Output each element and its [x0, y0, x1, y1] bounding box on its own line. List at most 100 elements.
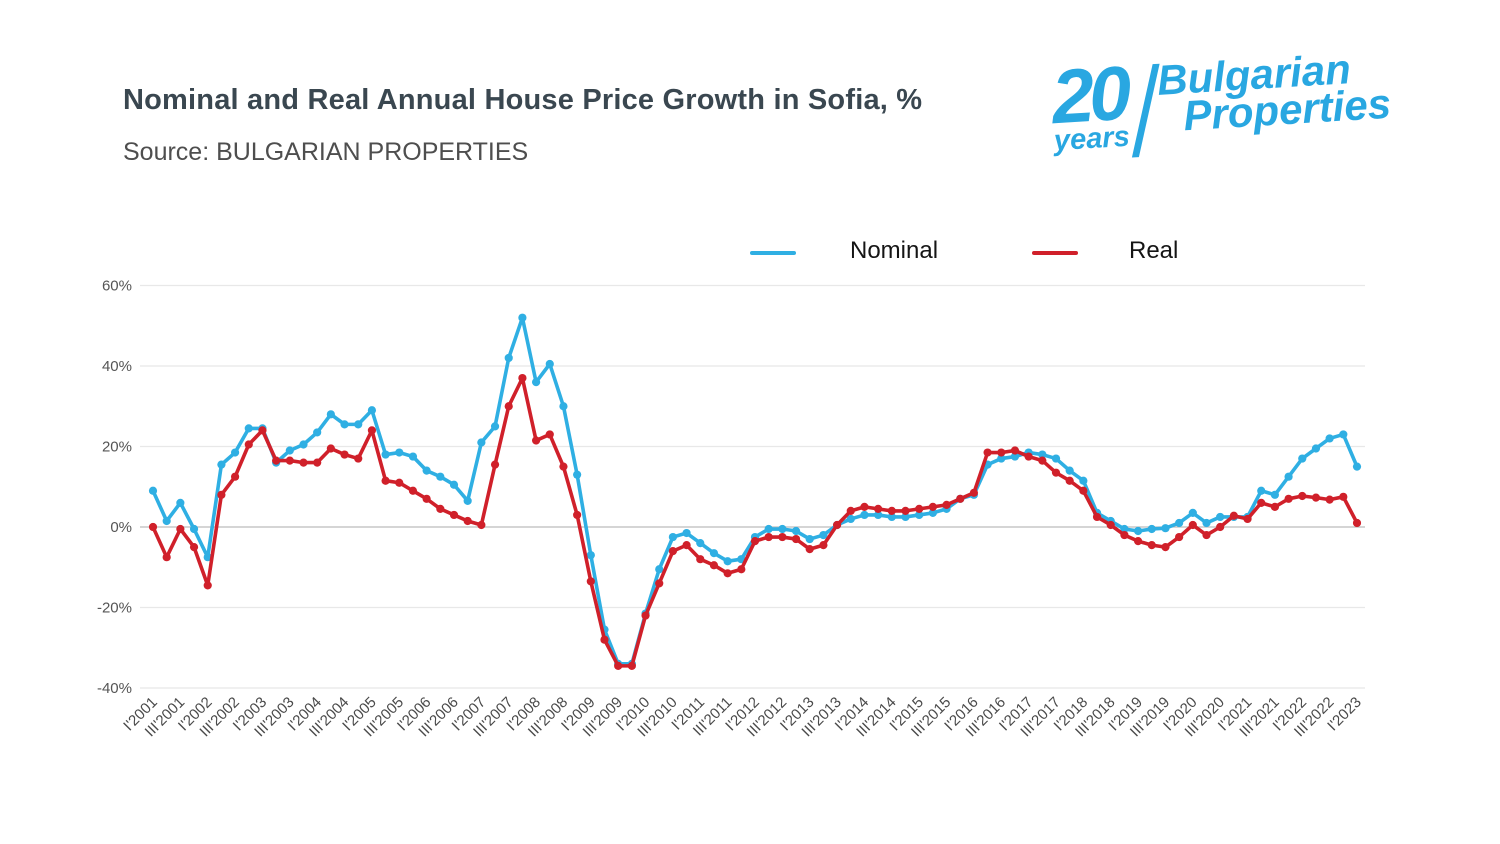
data-point-nominal: [573, 470, 582, 479]
data-point-nominal: [217, 460, 226, 469]
data-point-nominal: [436, 472, 445, 481]
data-point-real: [504, 402, 513, 411]
data-point-real: [518, 373, 527, 383]
data-point-real: [969, 488, 979, 497]
data-point-real: [1325, 495, 1334, 504]
legend-label-nominal[interactable]: Nominal: [850, 237, 939, 264]
data-point-nominal: [1079, 476, 1088, 485]
data-point-nominal: [422, 466, 431, 475]
data-point-real: [682, 541, 691, 550]
y-axis-tick-label: -40%: [97, 680, 132, 697]
data-point-nominal: [901, 512, 910, 522]
data-point-nominal: [340, 420, 349, 429]
data-point-real: [641, 611, 650, 620]
y-axis-tick-label: 40%: [102, 358, 132, 375]
data-point-nominal: [490, 422, 500, 431]
data-point-real: [1092, 512, 1102, 522]
data-point-real: [791, 534, 801, 544]
data-point-real: [627, 661, 636, 670]
legend-swatch-real[interactable]: [1032, 251, 1078, 255]
data-point-real: [956, 494, 965, 503]
data-point-real: [490, 460, 500, 469]
data-point-real: [614, 661, 623, 670]
data-point-nominal: [682, 528, 691, 538]
data-point-real: [586, 577, 595, 586]
data-point-real: [874, 504, 883, 513]
data-point-nominal: [477, 438, 486, 447]
data-point-real: [258, 426, 267, 435]
data-point-nominal: [764, 524, 773, 534]
series-line-nominal: [151, 315, 1359, 666]
data-point-nominal: [1352, 462, 1362, 471]
data-point-nominal: [1038, 450, 1047, 459]
data-point-nominal: [860, 510, 869, 520]
data-point-nominal: [655, 565, 664, 574]
data-point-real: [340, 450, 349, 459]
data-point-real: [600, 635, 609, 644]
data-point-nominal: [176, 498, 185, 507]
data-point-nominal: [230, 448, 240, 457]
data-point-nominal: [723, 557, 732, 566]
data-point-real: [1243, 514, 1252, 524]
data-point-nominal: [285, 446, 294, 455]
data-point-nominal: [354, 420, 363, 429]
data-point-real: [737, 565, 746, 574]
data-point-nominal: [709, 549, 719, 558]
data-point-nominal: [1051, 454, 1061, 463]
data-point-real: [299, 458, 308, 467]
data-point-nominal: [504, 353, 513, 363]
data-point-real: [668, 547, 678, 556]
data-point-nominal: [887, 512, 896, 522]
data-point-real: [1257, 498, 1266, 507]
data-point-real: [230, 472, 240, 481]
data-point-real: [367, 426, 377, 435]
data-point-nominal: [846, 514, 855, 524]
data-point-real: [1175, 532, 1184, 542]
data-point-nominal: [189, 524, 199, 534]
data-point-real: [148, 522, 158, 532]
legend-label-real[interactable]: Real: [1129, 237, 1179, 264]
data-point-real: [805, 545, 814, 554]
data-point-nominal: [518, 313, 527, 322]
data-point-real: [983, 448, 992, 457]
data-point-real: [408, 486, 418, 495]
data-point-real: [1038, 456, 1047, 465]
data-point-real: [176, 524, 185, 534]
data-point-nominal: [997, 454, 1006, 463]
data-point-nominal: [1065, 466, 1074, 475]
data-point-nominal: [1120, 524, 1129, 534]
data-point-nominal: [545, 359, 554, 369]
data-point-real: [942, 500, 951, 509]
data-point-nominal: [586, 551, 595, 560]
data-point-real: [1229, 511, 1238, 520]
y-axis-tick-label: -20%: [97, 600, 132, 617]
data-point-real: [764, 532, 773, 542]
data-point-nominal: [531, 378, 541, 387]
data-point-real: [313, 458, 322, 467]
data-point-nominal: [313, 428, 322, 437]
data-point-nominal: [1147, 524, 1156, 534]
data-point-nominal: [1325, 434, 1334, 443]
data-point-nominal: [367, 406, 377, 415]
data-point-nominal: [696, 539, 705, 548]
data-point-real: [915, 504, 924, 513]
page-title: Nominal and Real Annual House Price Grow…: [123, 84, 923, 116]
legend-swatch-nominal[interactable]: [750, 251, 796, 255]
data-point-nominal: [1202, 518, 1211, 528]
data-point-nominal: [299, 440, 308, 449]
data-point-real: [1284, 494, 1293, 503]
data-point-nominal: [791, 526, 801, 536]
data-point-nominal: [1175, 518, 1184, 528]
source-caption: Source: BULGARIAN PROPERTIES: [123, 138, 529, 166]
data-point-real: [272, 456, 281, 465]
data-point-real: [422, 494, 431, 503]
y-axis-tick-label: 0%: [110, 519, 132, 536]
data-point-real: [1079, 486, 1088, 495]
data-point-real: [655, 579, 664, 588]
data-point-real: [573, 510, 582, 520]
data-point-nominal: [148, 486, 158, 495]
data-point-real: [1202, 530, 1211, 540]
data-point-nominal: [326, 410, 335, 419]
